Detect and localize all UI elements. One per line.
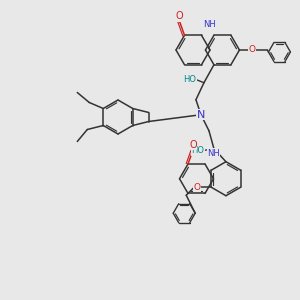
Text: HO: HO [191, 146, 204, 155]
Text: HO: HO [183, 75, 196, 84]
Text: O: O [189, 140, 197, 150]
Text: O: O [249, 46, 256, 55]
Text: NH: NH [207, 148, 220, 158]
Text: O: O [194, 183, 201, 192]
Text: NH: NH [203, 20, 216, 29]
Text: O: O [176, 11, 183, 21]
Text: N: N [197, 110, 205, 120]
